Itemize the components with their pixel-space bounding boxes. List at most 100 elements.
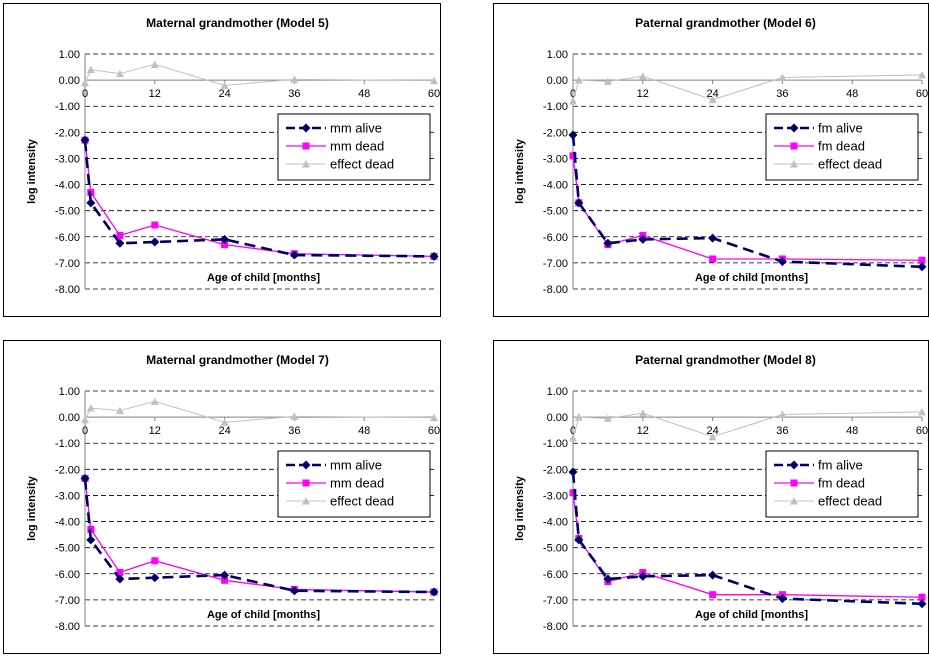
chart-title: Paternal grandmother (Model 8): [635, 353, 816, 367]
y-tick-label: -8.00: [543, 284, 568, 296]
x-tick-label: 36: [288, 88, 300, 100]
data-point: [638, 409, 647, 417]
y-tick-label: 1.00: [59, 49, 80, 61]
y-tick-label: -4.00: [55, 180, 80, 192]
x-tick-label: 48: [846, 88, 858, 100]
x-tick-label: 48: [358, 88, 370, 100]
y-tick-label: -4.00: [543, 517, 568, 529]
y-tick-label: 1.00: [547, 386, 568, 398]
data-point: [429, 587, 439, 597]
legend-label: fm dead: [818, 139, 865, 154]
data-point: [116, 568, 124, 576]
data-point: [569, 434, 577, 442]
legend-label: effect dead: [330, 494, 394, 509]
data-point: [115, 406, 124, 415]
chart-svg: Maternal grandmother (Model 7) 1.00 0.00 -1…: [26, 353, 440, 633]
y-axis-label: log intensity: [26, 138, 38, 204]
data-point: [151, 221, 159, 229]
x-tick-label: 36: [776, 425, 788, 437]
y-tick-label: -8.00: [55, 284, 80, 296]
legend-label: mm alive: [330, 121, 382, 136]
data-point: [569, 152, 577, 160]
data-point: [568, 130, 578, 140]
data-point: [777, 594, 787, 604]
data-point: [917, 262, 927, 272]
y-tick-label: -6.00: [543, 569, 568, 581]
chart-panel-model-5: Maternal grandmother (Model 5) 1.00 0.00 -1…: [3, 3, 441, 317]
data-point: [603, 238, 613, 248]
x-tick-label: 60: [916, 425, 928, 437]
data-point: [569, 97, 577, 105]
data-point: [86, 535, 96, 545]
y-tick-label: -7.00: [543, 595, 568, 607]
y-tick-label: -3.00: [543, 490, 568, 502]
legend-label: mm dead: [330, 139, 384, 154]
chart-svg: Maternal grandmother (Model 5) 1.00 0.00 -1…: [26, 16, 440, 296]
data-point: [709, 255, 717, 263]
data-point: [290, 412, 299, 420]
x-tick-label: 12: [637, 425, 649, 437]
x-tick-label: 0: [570, 88, 576, 100]
y-tick-label: -7.00: [55, 258, 80, 270]
y-tick-label: -2.00: [543, 127, 568, 139]
x-tick-label: 24: [218, 88, 230, 100]
data-point: [430, 76, 438, 85]
y-tick-label: -1.00: [55, 101, 80, 113]
chart-title: Maternal grandmother (Model 5): [146, 16, 329, 30]
data-point: [918, 593, 926, 601]
data-point: [86, 198, 96, 208]
data-point: [430, 413, 438, 422]
y-tick-label: 0.00: [59, 412, 80, 424]
data-point: [80, 473, 90, 483]
legend-label: mm dead: [330, 476, 384, 491]
y-tick-label: -1.00: [543, 438, 568, 450]
legend-marker: [302, 497, 310, 505]
y-tick-label: 1.00: [59, 386, 80, 398]
x-axis-label: Age of child [months]: [207, 609, 320, 621]
data-point: [708, 570, 718, 580]
legend-marker: [301, 460, 311, 470]
data-point: [918, 70, 926, 79]
x-tick-label: 60: [428, 88, 440, 100]
data-point: [708, 233, 718, 243]
data-point: [638, 571, 648, 581]
data-point: [81, 415, 89, 424]
y-tick-label: -5.00: [55, 543, 80, 555]
x-tick-label: 24: [706, 88, 718, 100]
legend-marker: [790, 497, 798, 505]
y-tick-label: 1.00: [547, 49, 568, 61]
data-point: [917, 599, 927, 609]
y-tick-label: -1.00: [543, 101, 568, 113]
data-point: [116, 231, 124, 239]
data-point: [603, 77, 612, 85]
data-point: [569, 489, 577, 497]
chart-title: Paternal grandmother (Model 6): [635, 16, 816, 30]
x-tick-label: 0: [570, 425, 576, 437]
data-point: [918, 256, 926, 264]
legend-label: fm alive: [818, 121, 863, 136]
data-point: [429, 251, 439, 261]
series-line-2: [84, 400, 435, 423]
data-point: [150, 60, 159, 68]
data-point: [778, 410, 787, 418]
data-point: [289, 586, 299, 596]
chart-title: Maternal grandmother (Model 7): [146, 353, 329, 367]
data-point: [918, 407, 926, 416]
data-point: [778, 73, 787, 81]
x-tick-label: 36: [288, 425, 300, 437]
data-point: [115, 69, 124, 78]
x-axis-label: Age of child [months]: [695, 609, 808, 621]
data-point: [638, 72, 647, 80]
y-tick-label: -4.00: [543, 180, 568, 192]
y-tick-label: -2.00: [55, 464, 80, 476]
x-tick-label: 48: [358, 425, 370, 437]
data-point: [574, 535, 584, 545]
legend-marker: [790, 479, 798, 487]
data-point: [574, 413, 583, 421]
legend-marker: [302, 142, 310, 150]
x-tick-label: 12: [149, 425, 161, 437]
data-point: [568, 467, 578, 477]
data-point: [150, 397, 159, 405]
y-tick-label: -3.00: [55, 490, 80, 502]
data-point: [86, 403, 95, 412]
